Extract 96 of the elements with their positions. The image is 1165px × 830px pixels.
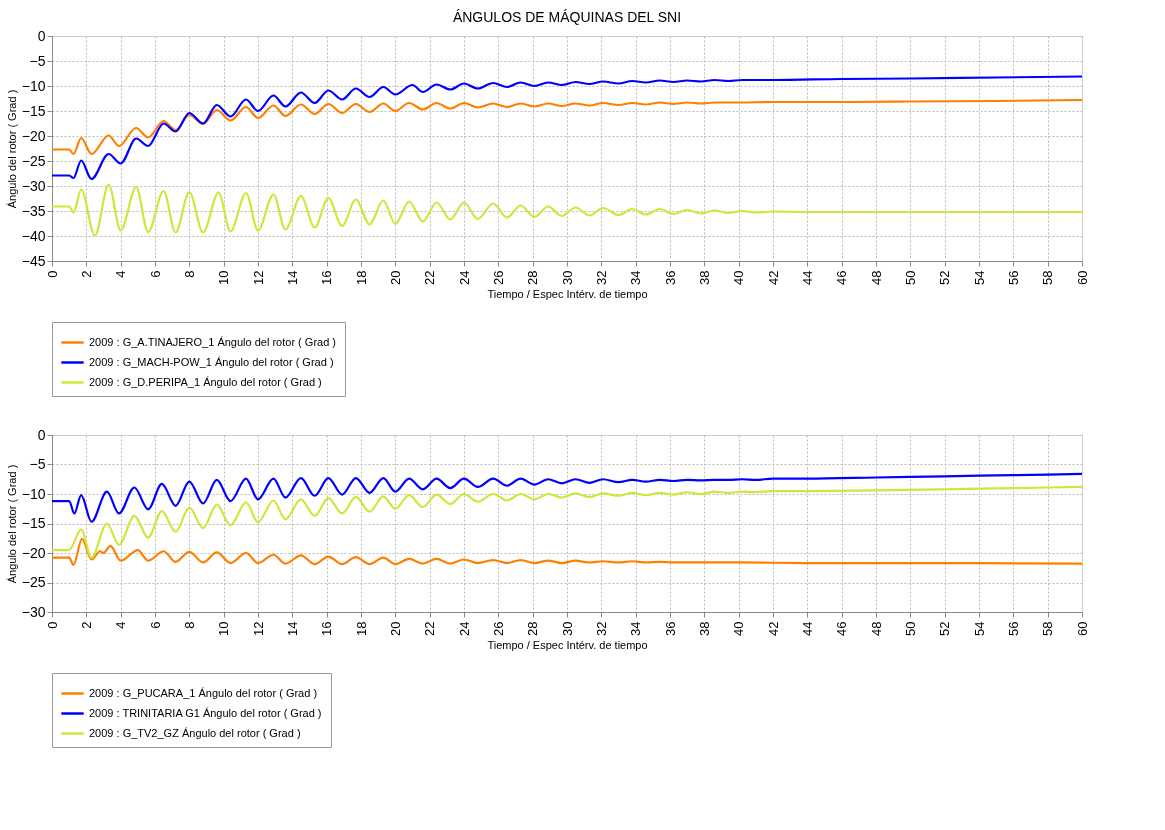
x-tick-label: 14: [284, 621, 300, 636]
x-tick-label: 48: [868, 270, 884, 285]
x-tick-label: 2: [78, 621, 94, 629]
x-tick-label: 52: [937, 270, 953, 285]
line-series: [50, 537, 1084, 566]
legend-label: 2009 : G_D.PERIPA_1 Ángulo del rotor ( Grad ): [89, 375, 322, 388]
legend-label: 2009 : G_MACH-POW_1 Ángulo del rotor ( Grad ): [89, 355, 334, 368]
y-tick-label: −5: [29, 456, 46, 472]
x-tick-label: 10: [216, 270, 232, 285]
x-tick-label: 40: [731, 270, 747, 285]
x-tick-label: 30: [559, 270, 575, 285]
x-tick-label: 34: [628, 270, 644, 285]
chart-title: ÁNGULOS DE MÁQUINAS DEL SNI: [452, 9, 682, 25]
x-tick-label: 4: [113, 621, 129, 629]
y-tick-label: −15: [21, 515, 46, 531]
y-axis-title: Ángulo del rotor ( Grad ): [5, 89, 18, 209]
x-tick-label: 24: [456, 270, 472, 285]
line-series: [50, 485, 1084, 559]
x-tick-label: 40: [731, 621, 747, 636]
y-tick-label: −30: [21, 603, 46, 620]
x-tick-label: 58: [1040, 270, 1056, 285]
y-tick-label: −35: [21, 202, 46, 219]
y-tick-label: −25: [21, 574, 46, 590]
x-tick-label: 16: [319, 270, 335, 285]
x-tick-label: 8: [181, 621, 197, 629]
legend-label: 2009 : G_A.TINAJERO_1 Ángulo del rotor ( Grad ): [89, 335, 337, 348]
x-tick-label: 38: [696, 270, 712, 285]
y-tick-label: −15: [21, 102, 46, 119]
legend-label: 2009 : G_TV2_GZ Ángulo del rotor ( Grad ): [89, 726, 301, 739]
x-tick-label: 36: [662, 621, 678, 636]
x-tick-label: 28: [525, 270, 541, 285]
x-tick-label: 26: [490, 270, 506, 285]
x-tick-label: 16: [319, 621, 335, 636]
x-tick-label: 38: [696, 621, 712, 636]
x-tick-label: 20: [387, 621, 403, 636]
x-tick-label: 36: [662, 270, 678, 285]
y-tick-label: 0: [37, 426, 46, 443]
x-tick-label: 6: [147, 270, 163, 278]
x-tick-label: 60: [1074, 270, 1090, 285]
x-tick-label: 20: [387, 270, 403, 285]
x-tick-label: 44: [799, 270, 815, 285]
x-tick-label: 48: [868, 621, 884, 636]
x-tick-label: 18: [353, 270, 369, 285]
x-tick-label: 4: [113, 270, 129, 278]
y-tick-label: −20: [21, 127, 46, 144]
y-tick-label: −25: [21, 152, 46, 169]
x-tick-label: 58: [1040, 621, 1056, 636]
x-tick-label: 28: [525, 621, 541, 636]
line-series: [50, 98, 1084, 156]
x-tick-label: 52: [937, 621, 953, 636]
legend-label: 2009 : G_PUCARA_1 Ángulo del rotor ( Grad ): [89, 686, 318, 699]
x-tick-label: 30: [559, 621, 575, 636]
x-tick-label: 18: [353, 621, 369, 636]
x-tick-label: 24: [456, 621, 472, 636]
x-tick-label: 50: [902, 270, 918, 285]
x-tick-label: 54: [971, 270, 987, 285]
y-tick-label: −40: [21, 227, 46, 244]
x-tick-label: 0: [44, 621, 60, 629]
x-tick-label: 32: [593, 621, 609, 636]
y-tick-label: −30: [21, 177, 46, 194]
y-tick-label: 0: [37, 27, 46, 44]
x-tick-label: 22: [422, 621, 438, 636]
x-axis-title: Tiempo / Espec Intérv. de tiempo: [487, 287, 648, 300]
x-tick-label: 42: [765, 270, 781, 285]
x-tick-label: 50: [902, 621, 918, 636]
line-series: [50, 472, 1084, 523]
x-axis-title: Tiempo / Espec Intérv. de tiempo: [487, 638, 648, 651]
x-tick-label: 12: [250, 621, 266, 636]
x-tick-label: 22: [422, 270, 438, 285]
x-tick-label: 12: [250, 270, 266, 285]
x-tick-label: 26: [490, 621, 506, 636]
y-tick-label: −20: [21, 544, 46, 561]
y-tick-label: −10: [21, 485, 46, 502]
x-tick-label: 8: [181, 270, 197, 278]
x-tick-label: 54: [971, 621, 987, 636]
x-tick-label: 46: [834, 270, 850, 285]
line-series: [50, 75, 1084, 181]
x-tick-label: 0: [44, 270, 60, 278]
y-tick-label: −5: [29, 52, 46, 69]
x-tick-label: 6: [147, 621, 163, 629]
y-tick-label: −10: [21, 77, 46, 94]
legend-label: 2009 : TRINITARIA G1 Ángulo del rotor ( Grad ): [89, 706, 322, 719]
x-tick-label: 60: [1074, 621, 1090, 636]
y-tick-label: −45: [21, 252, 46, 269]
x-tick-label: 56: [1005, 270, 1021, 285]
x-tick-label: 10: [216, 621, 232, 636]
x-tick-label: 44: [799, 621, 815, 636]
x-tick-label: 46: [834, 621, 850, 636]
x-tick-label: 32: [593, 270, 609, 285]
line-series: [50, 183, 1084, 237]
x-tick-label: 34: [628, 621, 644, 636]
y-axis-title: Ángulo del rotor ( Grad ): [5, 464, 18, 584]
x-tick-label: 2: [78, 270, 94, 278]
x-tick-label: 42: [765, 621, 781, 636]
x-tick-label: 14: [284, 270, 300, 285]
x-tick-label: 56: [1005, 621, 1021, 636]
